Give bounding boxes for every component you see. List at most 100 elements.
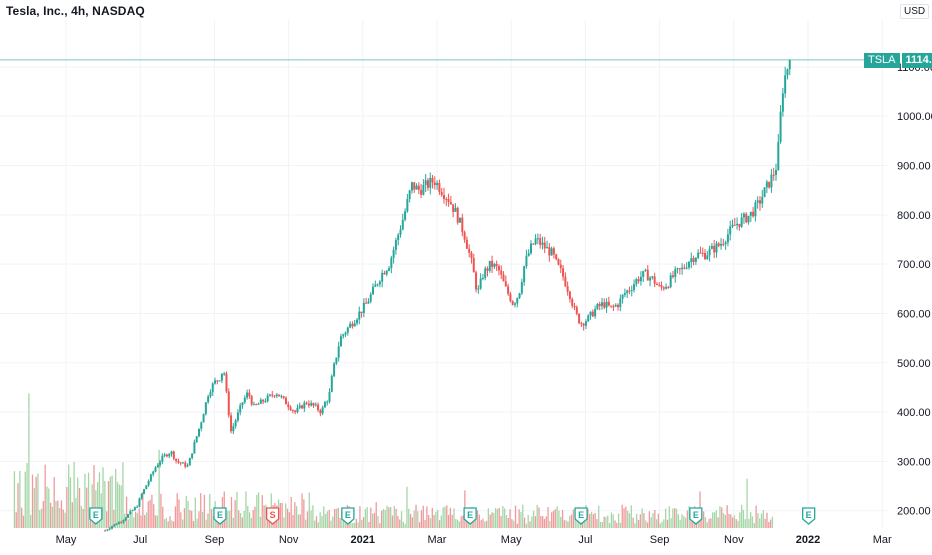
volume-bar [627, 510, 629, 528]
candle-body [431, 177, 434, 183]
candle-body [669, 275, 672, 288]
volume-bar [310, 510, 312, 528]
volume-bar [352, 523, 354, 528]
volume-bar [771, 516, 774, 528]
candle-body [323, 402, 326, 408]
volume-bar [68, 464, 70, 528]
volume-bar [127, 519, 130, 528]
volume-bar [666, 519, 669, 528]
volume-bar [196, 518, 198, 528]
earnings-marker-icon[interactable]: E [463, 507, 477, 525]
earnings-marker-icon[interactable]: E [89, 507, 103, 525]
volume-bar [145, 512, 148, 528]
candle-body [376, 284, 379, 286]
candle-body [777, 141, 780, 171]
volume-bar [180, 512, 182, 528]
volume-bar [708, 518, 710, 528]
volume-bar [617, 513, 620, 528]
volume-bar [601, 521, 603, 528]
candle-body [303, 402, 306, 409]
candle-body [562, 268, 565, 277]
candle-body [429, 177, 432, 188]
volume-bar [681, 514, 683, 528]
candle-body [621, 294, 624, 299]
volume-bar [319, 512, 321, 528]
time-axis[interactable]: May Jul Sep Nov 2021 Mar May Jul Sep Nov 2022 Mar [56, 534, 892, 546]
candle-body [516, 298, 519, 304]
candle-body [477, 288, 480, 290]
volume-bar [683, 516, 685, 528]
volume-bar [751, 516, 754, 528]
volume-bar [377, 515, 379, 528]
candle-body [667, 287, 670, 289]
candle-body [530, 243, 533, 254]
candle-body [740, 217, 743, 227]
volume-bar [15, 512, 17, 528]
candle-body [509, 293, 512, 302]
time-tick-label: Sep [650, 534, 670, 546]
volume-bar [426, 506, 428, 528]
volume-bar [80, 505, 82, 528]
candle-body [273, 395, 276, 397]
volume-bar [415, 504, 417, 528]
candle-body [271, 394, 274, 396]
candle-body [768, 181, 771, 188]
split-marker-icon[interactable]: S [265, 507, 280, 525]
volume-bar [58, 508, 61, 528]
candle-body [298, 405, 301, 408]
volume-bar [192, 520, 195, 528]
volume-bar [502, 506, 504, 528]
volume-bar [565, 520, 567, 528]
candle-body [706, 255, 709, 260]
volume-bar [243, 511, 245, 528]
volume-bar [19, 470, 21, 528]
volume-bar [704, 517, 707, 528]
volume-bar [404, 523, 406, 528]
marker-shape [463, 507, 477, 525]
volume-bar [672, 508, 674, 528]
candle-body [351, 323, 354, 327]
volume-bar [475, 515, 477, 528]
volume-bar [742, 509, 745, 528]
price-tick-label: 200.00 [897, 506, 931, 518]
volume-bar [308, 492, 310, 528]
volume-bar [543, 518, 546, 528]
candle-body [674, 269, 677, 277]
volume-bar [200, 493, 202, 528]
candle-body [761, 196, 764, 204]
earnings-marker-icon[interactable]: E [689, 507, 703, 525]
candle-body [642, 270, 645, 277]
earnings-marker-icon[interactable]: E [802, 507, 816, 525]
candle-body [312, 403, 315, 406]
earnings-marker-icon[interactable]: E [341, 507, 355, 525]
volume-bar [384, 510, 386, 528]
earnings-marker-icon[interactable]: E [574, 507, 588, 525]
volume-bar [616, 522, 618, 528]
volume-bar [39, 510, 41, 528]
candle-body [504, 281, 507, 287]
candle-body [447, 199, 450, 203]
currency-unit-chip[interactable]: USD [900, 4, 930, 19]
candle-body [250, 396, 253, 405]
volume-bar [125, 496, 128, 528]
candle-body [745, 213, 748, 223]
candle-body [475, 272, 478, 290]
earnings-marker-icon[interactable]: E [213, 507, 227, 525]
candle-body [195, 436, 198, 443]
marker-label: E [217, 510, 223, 520]
candle-body [614, 304, 617, 307]
candle-body [424, 180, 427, 185]
candle-body [319, 410, 322, 414]
candle-body [536, 238, 539, 240]
volume-bar [453, 508, 455, 528]
volume-bar [261, 495, 263, 528]
price-axis[interactable]: 200.00 300.00 400.00 500.00 600.00 700.00 800.… [897, 62, 932, 518]
volume-bar [737, 520, 739, 528]
candle-body [637, 279, 640, 282]
candle-body [344, 332, 347, 335]
candle-body [383, 272, 386, 275]
candle-body [234, 420, 237, 427]
